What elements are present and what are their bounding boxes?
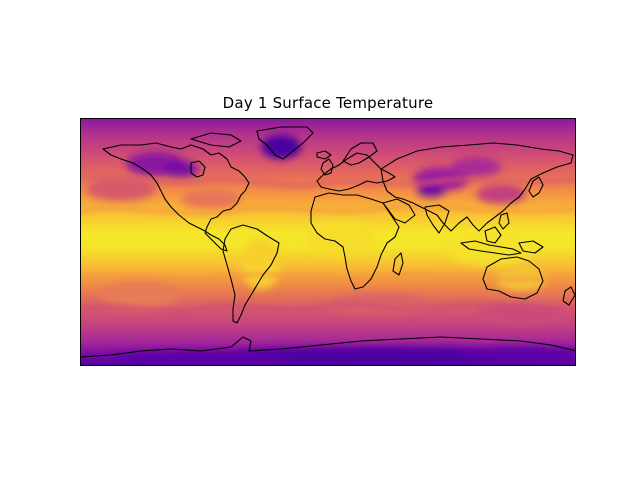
coastline-philippines [498,212,510,230]
coastline-india [424,204,450,234]
coastline-borneo [484,226,502,244]
temperature-fine-structure [81,173,575,315]
coastline-scandinavia [342,142,378,166]
coastline-europe [316,152,396,192]
coastline-madagascar [392,252,404,276]
coastline-africa [310,192,400,290]
map-axes [80,118,576,366]
coastline-hudson-bay [190,160,206,178]
coastline-iceland [316,150,332,160]
coastline-south-america [222,224,280,324]
coastline-arctic-islands [190,132,242,148]
temperature-map [81,119,575,365]
coastline-north-america [102,142,250,252]
coastline-greenland [256,126,314,160]
map-title: Day 1 Surface Temperature [222,94,434,112]
coastline-indonesia [460,240,522,256]
coastline-japan [528,176,544,198]
coastline-australia [482,256,544,300]
coastline-great-britain [320,158,334,176]
coastline-antarctica [81,336,575,358]
coastline-new-guinea [518,240,544,254]
coastline-arabia [382,198,416,224]
coastline-new-zealand [562,286,575,306]
coastline-asia [380,142,574,232]
coastlines [81,126,575,358]
